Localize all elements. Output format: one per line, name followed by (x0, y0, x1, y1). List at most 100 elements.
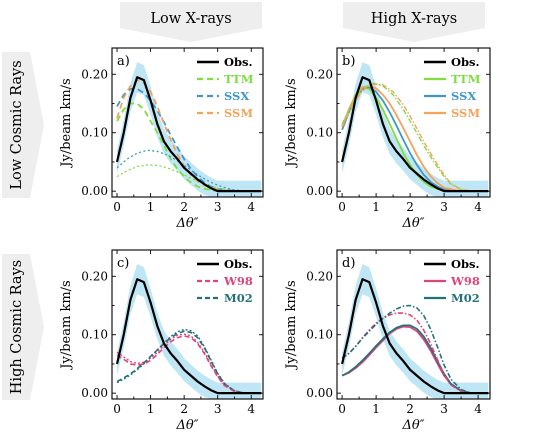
row-arrow-shape (2, 254, 44, 400)
y-tick-label: 0.10 (306, 328, 333, 342)
x-axis-label: Δθ″ (175, 418, 198, 432)
plot-area (341, 264, 489, 399)
x-tick-label: 2 (180, 200, 188, 214)
y-tick-label: 0.10 (306, 126, 333, 140)
series-line-ssx (341, 86, 489, 193)
column-arrow-shape (343, 2, 485, 42)
y-tick-label: 0.10 (81, 126, 108, 140)
panel-a: 0 1 2 3 4 0.00 0.10 0.20 Jy/beam km/s Δθ″ a) Obs. TT… (59, 47, 264, 231)
axes-frame (336, 47, 491, 198)
y-tick-label: 0.20 (306, 67, 333, 81)
legend-label: Obs. (224, 257, 253, 271)
panel-tag: d) (342, 256, 355, 271)
legend: Obs. TTM SSX SSM (424, 55, 481, 120)
x-tick-label: 2 (406, 200, 414, 214)
series-line-obs (341, 278, 489, 395)
legend-label: SSX (451, 89, 476, 103)
row-label-low-cosmic-rays: Low Cosmic Rays (9, 60, 25, 189)
y-axis-label: Jy/beam km/s (284, 78, 299, 168)
y-tick-label: 0.20 (81, 269, 108, 283)
legend-label: Obs. (224, 55, 253, 69)
x-tick-label: 4 (247, 200, 255, 214)
plot-area (115, 62, 262, 197)
x-tick-label: 3 (440, 200, 448, 214)
legend-label: M02 (451, 291, 480, 305)
legend: Obs. W98 M02 (424, 257, 480, 305)
plot-area (115, 264, 262, 399)
panel-tag: a) (117, 54, 130, 69)
series-line-model-variant (341, 312, 489, 394)
legend: Obs. W98 M02 (197, 257, 253, 305)
column-label-low-xrays: Low X-rays (150, 11, 231, 27)
panel-tag: c) (117, 256, 129, 271)
column-header-low-xrays: Low X-rays (120, 2, 262, 42)
panel-d: 0 1 2 3 4 0.00 0.10 0.20 Jy/beam km/s Δθ″ d) Obs. W9… (284, 249, 491, 432)
y-tick-label: 0.10 (81, 328, 108, 342)
column-header-high-xrays: High X-rays (343, 2, 485, 42)
row-arrow-shape (2, 52, 44, 198)
panel-c: 0 1 2 3 4 0.00 0.10 0.20 Jy/beam km/s Δθ″ c) Obs. W9… (59, 249, 264, 432)
x-tick-label: 4 (247, 402, 255, 416)
y-tick-label: 0.00 (306, 386, 333, 400)
x-tick-label: 2 (406, 402, 414, 416)
y-tick-label: 0.00 (306, 184, 333, 198)
legend-label: Obs. (451, 55, 480, 69)
plot-area (341, 62, 489, 197)
y-tick-label: 0.20 (306, 269, 333, 283)
y-axis-label: Jy/beam km/s (59, 280, 74, 370)
column-arrow-shape (120, 2, 262, 42)
x-axis-label: Δθ″ (401, 216, 424, 231)
legend-label: TTM (224, 72, 254, 86)
row-header-high-cosmic-rays: High Cosmic Rays (2, 254, 44, 400)
series-line-obs (115, 76, 262, 193)
x-tick-label: 0 (338, 200, 346, 214)
x-tick-label: 1 (372, 200, 380, 214)
y-tick-label: 0.00 (81, 184, 108, 198)
x-tick-label: 0 (113, 402, 121, 416)
legend-label: M02 (224, 291, 253, 305)
y-tick-label: 0.00 (81, 386, 108, 400)
column-label-high-xrays: High X-rays (371, 11, 457, 27)
obs-uncertainty-band (117, 264, 262, 399)
legend-label: W98 (450, 274, 480, 288)
row-label-high-cosmic-rays: High Cosmic Rays (9, 260, 25, 394)
x-tick-label: 2 (180, 402, 188, 416)
series-line-model-variant (116, 328, 262, 394)
obs-uncertainty-band (342, 264, 489, 399)
legend-label: Obs. (451, 257, 480, 271)
axes-frame (336, 249, 491, 400)
x-tick-label: 3 (214, 402, 222, 416)
x-tick-label: 4 (474, 402, 482, 416)
panel-tag: b) (342, 54, 355, 69)
legend: Obs. TTM SSX SSM (197, 55, 254, 120)
y-axis-label: Jy/beam km/s (59, 78, 74, 168)
x-tick-label: 3 (214, 200, 222, 214)
x-tick-label: 3 (440, 402, 448, 416)
x-tick-label: 0 (113, 200, 121, 214)
axes-frame (111, 47, 264, 198)
obs-uncertainty-band (117, 62, 262, 197)
series-line-obs (341, 76, 489, 193)
x-axis-label: Δθ″ (175, 216, 198, 231)
series-line-ssm (341, 85, 489, 193)
legend-label: SSM (224, 106, 253, 120)
series-line-model-variant (116, 149, 262, 192)
panel-b: 0 1 2 3 4 0.00 0.10 0.20 Jy/beam km/s Δθ″ b) Obs. TT… (284, 47, 491, 231)
y-axis-label: Jy/beam km/s (284, 280, 299, 370)
row-header-low-cosmic-rays: Low Cosmic Rays (2, 52, 44, 198)
x-tick-label: 4 (474, 200, 482, 214)
axes-frame (111, 249, 264, 400)
x-tick-label: 1 (147, 402, 155, 416)
legend-label: SSM (451, 106, 480, 120)
series-line-model-variant (341, 304, 489, 394)
y-tick-label: 0.20 (81, 67, 108, 81)
series-line-model-variant (341, 83, 489, 192)
x-tick-label: 1 (147, 200, 155, 214)
x-tick-label: 0 (338, 402, 346, 416)
series-line-obs (115, 278, 262, 395)
legend-label: TTM (451, 72, 481, 86)
series-line-model-variant (116, 333, 262, 394)
series-line-w98 (116, 335, 262, 394)
series-line-m02 (116, 330, 262, 394)
